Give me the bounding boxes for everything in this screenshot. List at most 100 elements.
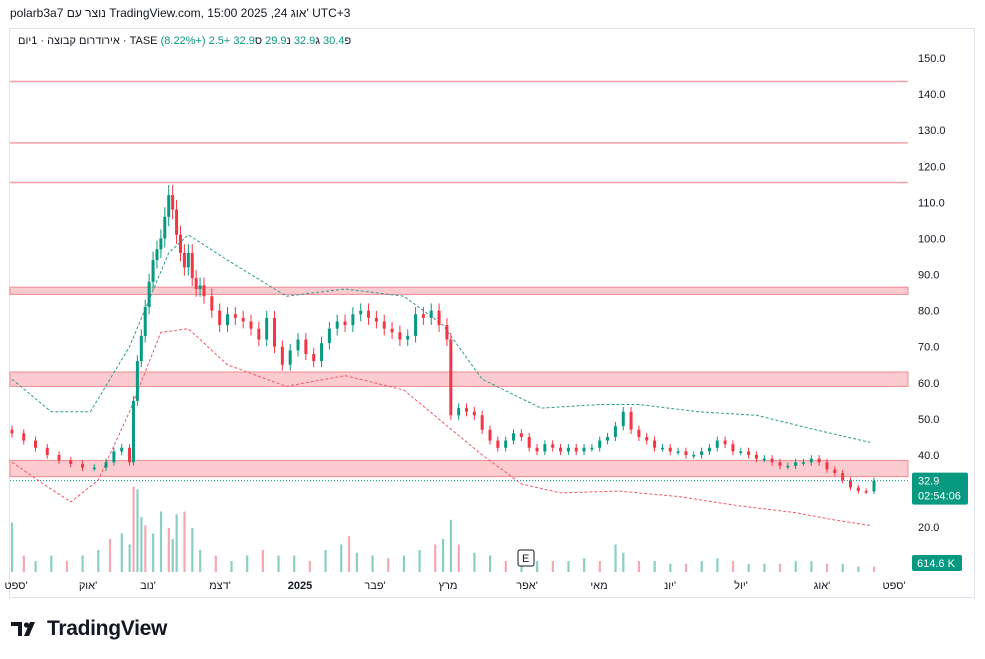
candle-body bbox=[668, 447, 672, 452]
volume-bar bbox=[108, 539, 112, 572]
y-tick-label: 40.0 bbox=[918, 450, 939, 462]
volume-bar bbox=[277, 555, 280, 572]
legend-o-value: 30.4 bbox=[323, 35, 345, 47]
candle-body bbox=[429, 310, 433, 318]
tradingview-brand[interactable]: TradingView bbox=[11, 617, 167, 641]
candle-body bbox=[629, 411, 633, 430]
x-tick-label: נוב' bbox=[140, 580, 156, 592]
volume-bar bbox=[140, 517, 143, 572]
volume-bar bbox=[684, 563, 688, 572]
candle-body bbox=[406, 335, 410, 340]
candle-body bbox=[390, 328, 394, 333]
volume-bar bbox=[34, 561, 37, 572]
volume-bar bbox=[340, 544, 343, 572]
volume-bar bbox=[489, 555, 492, 572]
candle-body bbox=[382, 321, 386, 329]
volume-bar bbox=[22, 555, 25, 572]
x-tick-label: אוק' bbox=[79, 580, 97, 592]
candle-body bbox=[551, 444, 555, 448]
candle-body bbox=[480, 415, 484, 430]
candle-body bbox=[367, 310, 371, 318]
candle-body bbox=[312, 353, 316, 362]
candle-body bbox=[151, 260, 155, 282]
candle-body bbox=[22, 433, 26, 441]
brand-name: TradingView bbox=[47, 617, 168, 640]
candle-body bbox=[445, 325, 449, 340]
candle-body bbox=[449, 339, 453, 416]
volume-bar bbox=[583, 558, 586, 572]
candle-body bbox=[359, 310, 363, 315]
volume-bar bbox=[191, 528, 194, 572]
candle-body bbox=[178, 234, 182, 253]
volume-bar bbox=[355, 552, 358, 572]
legend-l-label: נ bbox=[286, 35, 291, 47]
candle-body bbox=[112, 451, 116, 463]
candle-body bbox=[57, 455, 61, 461]
volume-bar bbox=[598, 561, 601, 572]
candle-body bbox=[582, 447, 586, 452]
volume-bar bbox=[183, 511, 186, 572]
y-tick-label: 150.0 bbox=[918, 53, 946, 65]
x-tick-label: פבר' bbox=[364, 580, 385, 592]
candle-body bbox=[273, 317, 277, 347]
volume-bar bbox=[442, 539, 445, 572]
earnings-marker[interactable]: E bbox=[517, 549, 535, 567]
volume-bar bbox=[434, 544, 437, 572]
volume-bar bbox=[144, 525, 147, 572]
candle-body bbox=[182, 252, 186, 268]
y-tick-label: 120.0 bbox=[918, 161, 946, 173]
candle-body bbox=[175, 209, 179, 235]
legend-l-value: 29.9 bbox=[265, 35, 287, 47]
volume-bar bbox=[347, 536, 351, 572]
header-text: polarb3a7 נוצר עם TradingView.com, 15:00… bbox=[10, 6, 351, 20]
candle-body bbox=[92, 467, 96, 470]
candle-body bbox=[488, 429, 492, 441]
candle-body bbox=[194, 278, 198, 289]
candle-body bbox=[186, 252, 190, 268]
candle-body bbox=[660, 447, 664, 450]
candle-body bbox=[457, 408, 461, 416]
legend-o-label: פ bbox=[344, 35, 352, 47]
volume-badge: 614.6 K bbox=[912, 555, 962, 571]
candle-body bbox=[120, 447, 124, 452]
y-tick-label: 100.0 bbox=[918, 233, 946, 245]
candle-body bbox=[754, 455, 758, 459]
volume-bar bbox=[551, 561, 554, 572]
volume-bar bbox=[175, 514, 178, 572]
candle-body bbox=[684, 451, 688, 455]
candle-body bbox=[343, 321, 347, 326]
candle-body bbox=[762, 458, 766, 461]
volume-bar bbox=[747, 563, 750, 572]
candle-body bbox=[139, 335, 143, 362]
volume-bar bbox=[669, 563, 672, 572]
candle-body bbox=[700, 451, 704, 455]
volume-bar bbox=[371, 555, 374, 572]
price-badge-countdown: 02:54:06 bbox=[918, 491, 961, 503]
x-tick-label: ספט' bbox=[4, 580, 27, 592]
candle-body bbox=[226, 314, 229, 326]
candle-body bbox=[535, 447, 539, 452]
volume-bar bbox=[324, 550, 327, 572]
x-tick-label: יונ' bbox=[664, 580, 676, 592]
candle-body bbox=[527, 436, 531, 448]
x-tick-label: מאי bbox=[590, 580, 607, 592]
candle-body bbox=[653, 440, 657, 448]
volume-bar bbox=[716, 558, 719, 572]
candle-body bbox=[398, 332, 402, 340]
volume-bar bbox=[308, 561, 311, 572]
x-tick-label: דצמ' bbox=[209, 580, 231, 592]
volume-bar bbox=[731, 561, 735, 572]
volume-bar bbox=[199, 550, 202, 572]
volume-bar bbox=[293, 555, 296, 572]
earnings-label: E bbox=[522, 553, 529, 565]
volume-bar bbox=[873, 566, 876, 572]
volume-bar bbox=[402, 555, 406, 572]
candle-body bbox=[104, 462, 108, 468]
candle-body bbox=[590, 447, 594, 450]
candle-body bbox=[265, 317, 269, 340]
candle-body bbox=[437, 310, 441, 326]
candle-body bbox=[512, 433, 516, 441]
candle-body bbox=[304, 339, 308, 354]
candle-body bbox=[190, 252, 194, 279]
